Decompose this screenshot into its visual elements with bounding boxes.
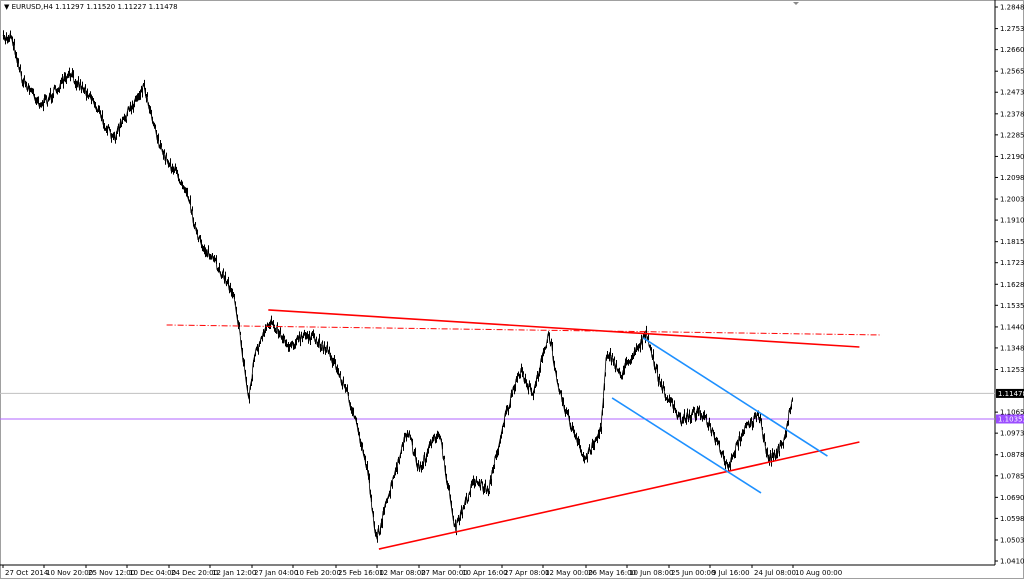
x-tick-label: 10 Aug 00:00: [795, 569, 842, 577]
x-tick-label: 10 Feb 20:00: [295, 569, 341, 577]
x-tick-label: 12 Mar 08:00: [379, 569, 426, 577]
y-tick-label: 1.25655: [1000, 68, 1024, 76]
price-label-box: [996, 414, 1024, 424]
x-tick-label: 27 Jan 04:00: [254, 569, 298, 577]
y-tick-label: 1.09730: [1000, 430, 1024, 438]
support-trendline: [378, 441, 860, 550]
x-tick-label: 26 May 16:00: [588, 569, 636, 577]
y-tick-label: 1.21905: [1000, 153, 1024, 161]
y-tick-label: 1.15355: [1000, 302, 1024, 310]
x-tick-label: 27 Apr 08:00: [504, 569, 550, 577]
y-tick-label: 1.05980: [1000, 515, 1024, 523]
price-label: 1.11478: [998, 390, 1024, 398]
x-tick-label: 10 Dec 04:00: [129, 569, 176, 577]
x-tick-label: 12 Jan 12:00: [212, 569, 256, 577]
x-tick-label: 10 Nov 20:00: [46, 569, 93, 577]
x-tick-label: 27 Mar 00:00: [421, 569, 468, 577]
y-tick-label: 1.10655: [1000, 409, 1024, 417]
y-tick-label: 1.08780: [1000, 451, 1024, 459]
y-tick-label: 1.05030: [1000, 536, 1024, 544]
x-tick-label: 10 Apr 16:00: [462, 569, 508, 577]
y-tick-label: 1.17230: [1000, 259, 1024, 267]
y-tick-label: 1.24730: [1000, 89, 1024, 97]
x-tick-label: 25 Feb 16:00: [338, 569, 384, 577]
y-tick-label: 1.07855: [1000, 472, 1024, 480]
chart-title: ▼ EURUSD,H4 1.11297 1.11520 1.11227 1.11…: [4, 3, 178, 11]
x-tick-label: 12 May 00:00: [545, 569, 593, 577]
chart-title-text: EURUSD,H4 1.11297 1.11520 1.11227 1.1147…: [11, 3, 178, 11]
y-tick-label: 1.22855: [1000, 131, 1024, 139]
y-tick-label: 1.12530: [1000, 366, 1024, 374]
y-tick-label: 1.27530: [1000, 25, 1024, 33]
x-tick-label: 25 Nov 12:00: [88, 569, 135, 577]
channel-bottom-trendline: [611, 397, 762, 494]
price-line: [2, 33, 793, 540]
dash-dot-trendline: [166, 324, 882, 336]
price-label: 1.10353: [998, 415, 1024, 423]
x-tick-label: 27 Oct 2014: [5, 569, 49, 577]
x-tick-label: 24 Dec 20:00: [171, 569, 218, 577]
y-tick-label: 1.19105: [1000, 217, 1024, 225]
price-label-box: [996, 388, 1024, 398]
y-tick-label: 1.04105: [1000, 558, 1024, 566]
x-tick-label: 10 Jun 08:00: [629, 569, 673, 577]
resistance-trendline: [268, 309, 860, 348]
y-tick-label: 1.18155: [1000, 238, 1024, 246]
y-tick-label: 1.20030: [1000, 196, 1024, 204]
y-tick-label: 1.28480: [1000, 4, 1024, 12]
y-tick-label: 1.26605: [1000, 46, 1024, 54]
y-tick-label: 1.23780: [1000, 110, 1024, 118]
y-tick-label: 1.13480: [1000, 344, 1024, 352]
y-tick-label: 1.20980: [1000, 174, 1024, 182]
channel-top-trendline: [642, 337, 828, 457]
x-tick-label: 24 Jul 08:00: [754, 569, 796, 577]
x-tick-label: 9 Jul 16:00: [712, 569, 750, 577]
scroll-marker-icon: [793, 2, 799, 5]
y-tick-label: 1.06905: [1000, 494, 1024, 502]
price-bars: [3, 30, 793, 543]
y-tick-label: 1.16280: [1000, 281, 1024, 289]
x-tick-label: 25 Jun 00:00: [671, 569, 715, 577]
y-tick-label: 1.14405: [1000, 323, 1024, 331]
